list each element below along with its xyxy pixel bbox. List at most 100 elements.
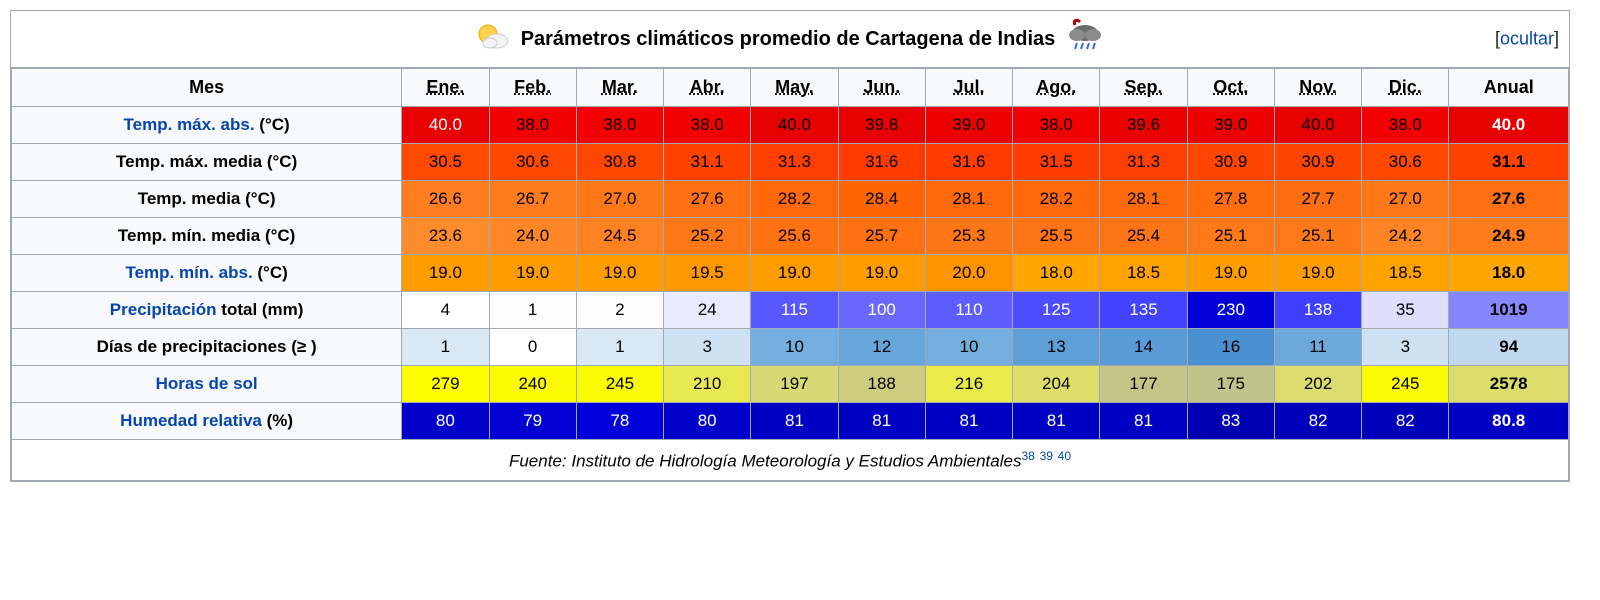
data-cell: 28.1	[1100, 181, 1187, 218]
data-cell: 188	[838, 366, 925, 403]
data-cell: 31.5	[1013, 144, 1100, 181]
data-cell: 202	[1274, 366, 1361, 403]
data-cell: 30.9	[1274, 144, 1361, 181]
data-cell: 27.8	[1187, 181, 1274, 218]
row-label-text: Días de precipitaciones (≥ )	[97, 337, 317, 356]
data-cell: 40.0	[402, 107, 489, 144]
data-cell: 30.5	[402, 144, 489, 181]
ref-link[interactable]: 40	[1058, 449, 1071, 463]
row-label-text: Temp. media (°C)	[138, 189, 276, 208]
month-abbr: Nov.	[1299, 77, 1337, 97]
header-month: May.	[751, 69, 838, 107]
row-label-link[interactable]: Humedad relativa	[120, 411, 262, 430]
row-label-link[interactable]: Temp. mín. abs.	[125, 263, 252, 282]
data-cell: 81	[1013, 403, 1100, 440]
data-cell: 23.6	[402, 218, 489, 255]
ref-link[interactable]: 38	[1021, 449, 1034, 463]
row-label-text: (°C)	[253, 263, 288, 282]
data-cell: 28.4	[838, 181, 925, 218]
data-cell: 24.5	[576, 218, 663, 255]
data-cell: 28.1	[925, 181, 1012, 218]
source-ref: 38	[1021, 448, 1034, 464]
data-cell: 210	[664, 366, 751, 403]
ref-link[interactable]: 39	[1040, 449, 1053, 463]
row-label: Precipitación total (mm)	[12, 292, 402, 329]
data-cell: 3	[1362, 329, 1449, 366]
data-cell: 125	[1013, 292, 1100, 329]
data-cell: 81	[751, 403, 838, 440]
header-month: Nov.	[1274, 69, 1361, 107]
month-abbr: Feb.	[514, 77, 551, 97]
data-cell: 18.5	[1362, 255, 1449, 292]
annual-cell: 40.0	[1449, 107, 1569, 144]
month-abbr: Sep.	[1125, 77, 1163, 97]
data-cell: 19.0	[838, 255, 925, 292]
header-month: Ago.	[1013, 69, 1100, 107]
annual-cell: 94	[1449, 329, 1569, 366]
data-cell: 25.3	[925, 218, 1012, 255]
data-cell: 4	[402, 292, 489, 329]
data-cell: 39.6	[1100, 107, 1187, 144]
row-label-link[interactable]: Horas de sol	[156, 374, 258, 393]
header-month: Abr.	[664, 69, 751, 107]
month-abbr: Dic.	[1389, 77, 1422, 97]
table-row: Temp. media (°C)26.626.727.027.628.228.4…	[12, 181, 1569, 218]
data-cell: 24.2	[1362, 218, 1449, 255]
data-cell: 25.7	[838, 218, 925, 255]
data-cell: 28.2	[1013, 181, 1100, 218]
data-cell: 38.0	[664, 107, 751, 144]
data-cell: 31.6	[838, 144, 925, 181]
data-cell: 80	[402, 403, 489, 440]
data-cell: 18.0	[1013, 255, 1100, 292]
data-cell: 25.1	[1187, 218, 1274, 255]
climate-table: Mes Ene.Feb.Mar.Abr.May.Jun.Jul.Ago.Sep.…	[11, 68, 1569, 481]
data-cell: 79	[489, 403, 576, 440]
header-month: Oct.	[1187, 69, 1274, 107]
data-cell: 10	[925, 329, 1012, 366]
toggle-hide: [ocultar]	[1495, 29, 1559, 50]
data-cell: 31.6	[925, 144, 1012, 181]
row-label-link[interactable]: Temp. máx. abs.	[124, 115, 255, 134]
data-cell: 83	[1187, 403, 1274, 440]
hide-link[interactable]: ocultar	[1500, 29, 1554, 49]
row-label: Temp. mín. media (°C)	[12, 218, 402, 255]
source-ref: 40	[1058, 448, 1071, 464]
month-abbr: Jul.	[953, 77, 984, 97]
data-cell: 40.0	[751, 107, 838, 144]
data-cell: 230	[1187, 292, 1274, 329]
data-cell: 27.0	[1362, 181, 1449, 218]
row-label: Humedad relativa (%)	[12, 403, 402, 440]
annual-cell: 24.9	[1449, 218, 1569, 255]
month-abbr: May.	[775, 77, 814, 97]
data-cell: 26.7	[489, 181, 576, 218]
month-abbr: Abr.	[690, 77, 725, 97]
data-cell: 20.0	[925, 255, 1012, 292]
table-row: Días de precipitaciones (≥ )101310121013…	[12, 329, 1569, 366]
table-row: Temp. máx. abs. (°C)40.038.038.038.040.0…	[12, 107, 1569, 144]
data-cell: 27.7	[1274, 181, 1361, 218]
data-cell: 19.0	[489, 255, 576, 292]
annual-cell: 27.6	[1449, 181, 1569, 218]
data-cell: 19.0	[402, 255, 489, 292]
row-label-link[interactable]: Precipitación	[110, 300, 217, 319]
data-cell: 38.0	[1362, 107, 1449, 144]
data-cell: 27.6	[664, 181, 751, 218]
data-cell: 175	[1187, 366, 1274, 403]
row-label-text: (°C)	[255, 115, 290, 134]
data-cell: 10	[751, 329, 838, 366]
climate-table-container: Parámetros climáticos promedio de Cartag…	[10, 10, 1570, 482]
data-cell: 1	[576, 329, 663, 366]
month-abbr: Ene.	[426, 77, 464, 97]
data-cell: 25.1	[1274, 218, 1361, 255]
row-label-text: total (mm)	[217, 300, 304, 319]
data-cell: 19.0	[576, 255, 663, 292]
data-cell: 40.0	[1274, 107, 1361, 144]
row-label: Temp. media (°C)	[12, 181, 402, 218]
data-cell: 81	[1100, 403, 1187, 440]
source-text: Instituto de Hidrología Meteorología y E…	[571, 452, 1021, 471]
row-label-text: Temp. máx. media (°C)	[116, 152, 297, 171]
data-cell: 35	[1362, 292, 1449, 329]
data-cell: 204	[1013, 366, 1100, 403]
month-abbr: Jun.	[863, 77, 900, 97]
data-cell: 38.0	[1013, 107, 1100, 144]
